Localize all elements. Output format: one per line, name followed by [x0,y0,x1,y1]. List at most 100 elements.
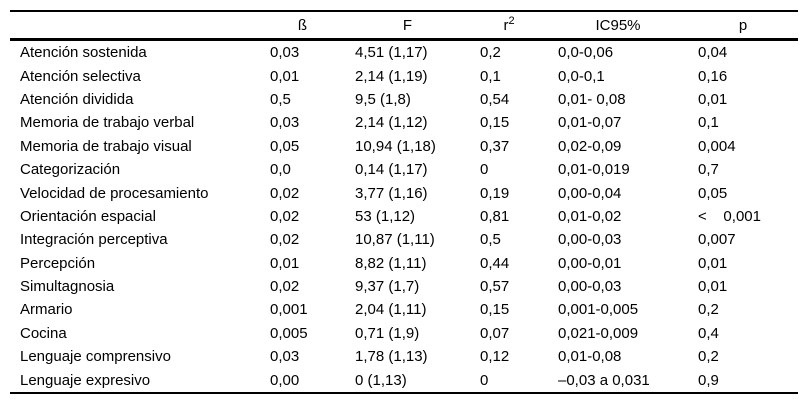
cell-ic95: 0,0-0,06 [558,44,614,62]
cell-beta: 0,03 [270,114,300,132]
cell-p: 0,16 [698,67,728,85]
cell-p: 0,2 [698,348,719,366]
cell-ic95: 0,02-0,09 [558,137,622,155]
cell-r2: 0 [480,371,489,389]
cell-beta: 0,005 [270,324,308,342]
table-row: Cocina 0,005 0,71 (1,9) 0,07 0,021-0,009 0,4 [10,322,798,345]
table-row: Atención sostenida 0,03 4,51 (1,17) 0,2 0,0-… [10,40,798,65]
cell-p: 0,01 [698,90,728,108]
cell-beta: 0,01 [270,254,300,272]
col-header-r2-superscript: 2 [508,14,515,27]
col-header-ic95: IC95% [548,11,688,41]
cell-beta: 0,02 [270,207,300,225]
cell-r2: 0,2 [480,44,501,62]
cell-f: 9,5 (1,8) [355,90,411,108]
table-row: Lenguaje expresivo 0,00 0 (1,13) 0 –0,03 a 0… [10,368,798,392]
cell-r2: 0 [480,161,489,179]
cell-beta: 0,00 [270,371,300,389]
cell-f: 4,51 (1,17) [355,44,428,62]
cell-p: < 0,001 [698,207,761,225]
table-row: Memoria de trabajo visual 0,05 10,94 (1,18… [10,135,798,158]
cell-measure: Memoria de trabajo visual [20,137,192,155]
cell-measure: Simultagnosia [20,278,115,296]
cell-beta: 0,05 [270,137,300,155]
table-row: Velocidad de procesamiento 0,02 3,77 (1,16… [10,181,798,204]
col-header-f: F [345,11,470,41]
cell-ic95: –0,03 a 0,031 [558,371,650,389]
cell-f: 3,77 (1,16) [355,184,428,202]
col-header-r2-base: r [503,16,509,34]
cell-ic95: 0,0-0,1 [558,67,605,85]
cell-beta: 0,02 [270,184,300,202]
cell-f: 0,14 (1,17) [355,161,428,179]
cell-r2: 0,57 [480,278,510,296]
cell-measure: Cocina [20,324,67,342]
cell-measure: Orientación espacial [20,207,156,225]
cell-r2: 0,15 [480,114,510,132]
cell-f: 53 (1,12) [355,207,416,225]
table-header: ß F r2 IC95% p [10,11,798,41]
table-row: Atención dividida 0,5 9,5 (1,8) 0,54 0,01- 0… [10,88,798,111]
cell-r2: 0,81 [480,207,510,225]
col-header-f-label: F [402,16,413,34]
col-header-measure [10,11,260,41]
cell-p: 0,01 [698,278,728,296]
cell-r2: 0,5 [480,231,501,249]
table-row: Categorización 0,0 0,14 (1,17) 0 0,01-0,019 0… [10,158,798,181]
regression-stats-table: ß F r2 IC95% p Atención sostenida 0,03 4,5… [10,10,798,394]
cell-r2: 0,1 [480,67,501,85]
cell-beta: 0,5 [270,90,291,108]
col-header-r2: r2 [470,11,548,41]
cell-beta: 0,001 [270,301,308,319]
cell-f: 1,78 (1,13) [355,348,428,366]
cell-r2: 0,44 [480,254,510,272]
cell-p: 0,004 [698,137,736,155]
cell-p: 0,01 [698,254,728,272]
table-row: Integración perceptiva 0,02 10,87 (1,11) 0,… [10,228,798,251]
cell-p: 0,4 [698,324,719,342]
cell-measure: Percepción [20,254,96,272]
cell-r2: 0,07 [480,324,510,342]
cell-ic95: 0,01-0,019 [558,161,630,179]
cell-r2: 0,19 [480,184,510,202]
cell-f: 0 (1,13) [355,371,407,389]
cell-ic95: 0,001-0,005 [558,301,639,319]
cell-measure: Lenguaje expresivo [20,371,151,389]
col-header-p: p [688,11,798,41]
cell-measure: Lenguaje comprensivo [20,348,171,366]
cell-f: 10,87 (1,11) [355,231,435,249]
cell-p: 0,2 [698,301,719,319]
header-row: ß F r2 IC95% p [10,11,798,41]
cell-ic95: 0,01-0,02 [558,207,622,225]
cell-p: 0,1 [698,114,719,132]
cell-f: 2,14 (1,19) [355,67,428,85]
table-row: Armario 0,001 2,04 (1,11) 0,15 0,001-0,005 0,… [10,298,798,321]
cell-f: 2,14 (1,12) [355,114,428,132]
cell-measure: Integración perceptiva [20,231,168,249]
cell-measure: Atención sostenida [20,44,147,62]
cell-ic95: 0,00-0,03 [558,278,622,296]
cell-p: 0,04 [698,44,728,62]
col-header-beta-label: ß [297,16,308,34]
cell-ic95: 0,01-0,08 [558,348,622,366]
cell-ic95: 0,01- 0,08 [558,90,626,108]
cell-beta: 0,03 [270,44,300,62]
cell-r2: 0,54 [480,90,510,108]
cell-p: 0,7 [698,161,719,179]
table-row: Percepción 0,01 8,82 (1,11) 0,44 0,00-0,01 0,… [10,252,798,275]
col-header-p-label: p [738,16,748,34]
cell-f: 0,71 (1,9) [355,324,420,342]
cell-f: 10,94 (1,18) [355,137,436,155]
cell-ic95: 0,00-0,04 [558,184,622,202]
cell-f: 9,37 (1,7) [355,278,420,296]
cell-measure: Memoria de trabajo verbal [20,114,195,132]
cell-r2: 0,12 [480,348,510,366]
cell-f: 2,04 (1,11) [355,301,427,319]
regression-table-wrap: ß F r2 IC95% p Atención sostenida 0,03 4,5… [10,10,798,394]
cell-measure: Velocidad de procesamiento [20,184,209,202]
cell-p: 0,007 [698,231,736,249]
cell-ic95: 0,01-0,07 [558,114,622,132]
table-row: Simultagnosia 0,02 9,37 (1,7) 0,57 0,00-0,03… [10,275,798,298]
cell-measure: Armario [20,301,73,319]
